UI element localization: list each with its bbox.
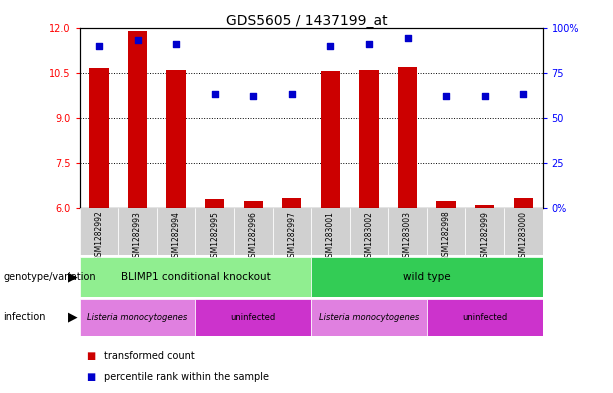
Point (132, 37, 142, 43)
Bar (349, 208, 388, 255)
Bar (311, 208, 349, 255)
Text: GSM1282994: GSM1282994 (172, 211, 181, 261)
Bar (504, 208, 543, 255)
Point (403, 35, 413, 42)
Bar (118, 208, 157, 255)
Text: GSM1282993: GSM1282993 (133, 211, 142, 261)
Bar (282, 198, 302, 208)
Point (94, 42, 104, 49)
Bar (311, 299, 427, 336)
Text: wild type: wild type (403, 272, 451, 282)
Text: GSM1283001: GSM1283001 (326, 211, 335, 261)
Text: ▶: ▶ (67, 270, 77, 284)
Point (326, 42, 335, 49)
Text: uninfected: uninfected (462, 313, 508, 322)
Point (287, 91, 297, 97)
Bar (398, 67, 417, 208)
Bar (273, 208, 311, 255)
Text: ■: ■ (86, 351, 95, 361)
Text: GSM1282999: GSM1282999 (480, 211, 489, 261)
Text: percentile rank within the sample: percentile rank within the sample (104, 372, 269, 382)
Bar (359, 70, 379, 208)
Point (519, 91, 528, 97)
Text: GSM1282997: GSM1282997 (287, 211, 296, 261)
Bar (234, 208, 273, 255)
Bar (157, 208, 196, 255)
Bar (436, 201, 455, 208)
Text: ■: ■ (86, 372, 95, 382)
Bar (80, 208, 118, 255)
Bar (388, 208, 427, 255)
Text: GSM1283002: GSM1283002 (365, 211, 373, 261)
Text: GSM1282995: GSM1282995 (210, 211, 219, 261)
Text: GSM1283003: GSM1283003 (403, 211, 412, 262)
Bar (89, 68, 109, 208)
Point (441, 93, 451, 99)
Text: BLIMP1 conditional knockout: BLIMP1 conditional knockout (121, 272, 270, 282)
Point (364, 40, 374, 47)
Bar (311, 257, 543, 297)
Point (480, 93, 490, 99)
Text: Listeria monocytogenes: Listeria monocytogenes (319, 313, 419, 322)
Bar (514, 198, 533, 208)
Bar (80, 257, 311, 297)
Point (171, 40, 181, 47)
Point (248, 93, 258, 99)
Bar (196, 299, 311, 336)
Bar (465, 208, 504, 255)
Point (210, 91, 219, 97)
Bar (243, 201, 263, 208)
Text: uninfected: uninfected (230, 313, 276, 322)
Bar (167, 70, 186, 208)
Bar (205, 199, 224, 208)
Text: Listeria monocytogenes: Listeria monocytogenes (88, 313, 188, 322)
Bar (427, 208, 465, 255)
Text: GSM1283000: GSM1283000 (519, 211, 528, 262)
Bar (128, 31, 147, 208)
Text: infection: infection (3, 312, 45, 322)
Text: genotype/variation: genotype/variation (3, 272, 96, 282)
Bar (196, 208, 234, 255)
Text: GSM1282996: GSM1282996 (249, 211, 257, 261)
Text: ▶: ▶ (67, 311, 77, 324)
Bar (321, 71, 340, 208)
Text: GSM1282992: GSM1282992 (94, 211, 104, 261)
Bar (80, 299, 196, 336)
Bar (427, 299, 543, 336)
Bar (475, 205, 494, 208)
Text: transformed count: transformed count (104, 351, 195, 361)
Text: GDS5605 / 1437199_at: GDS5605 / 1437199_at (226, 14, 387, 28)
Text: GSM1282998: GSM1282998 (441, 211, 451, 261)
